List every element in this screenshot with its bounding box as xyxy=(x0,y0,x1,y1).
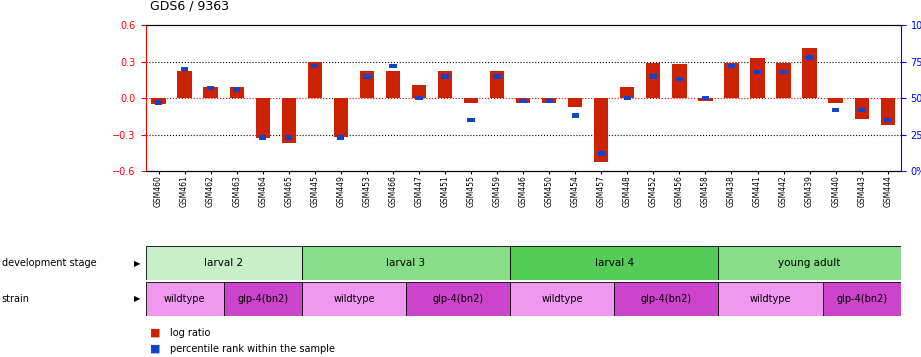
Bar xyxy=(412,85,426,98)
Text: glp-4(bn2): glp-4(bn2) xyxy=(433,294,484,304)
Bar xyxy=(728,64,735,68)
Bar xyxy=(337,135,344,140)
Bar xyxy=(155,100,162,105)
Bar xyxy=(178,71,192,98)
Bar xyxy=(624,96,631,100)
Bar xyxy=(494,74,501,79)
Text: young adult: young adult xyxy=(778,258,841,268)
Text: percentile rank within the sample: percentile rank within the sample xyxy=(170,343,335,354)
Bar xyxy=(724,63,739,98)
Text: GDS6 / 9363: GDS6 / 9363 xyxy=(150,0,229,12)
Text: development stage: development stage xyxy=(2,258,97,268)
Bar xyxy=(406,282,510,316)
Text: strain: strain xyxy=(2,294,29,304)
Bar xyxy=(855,98,869,119)
Bar xyxy=(718,246,901,280)
Bar xyxy=(333,98,348,137)
Bar xyxy=(282,98,296,143)
Bar xyxy=(754,70,761,74)
Bar xyxy=(698,98,713,101)
Bar xyxy=(390,64,397,68)
Bar xyxy=(519,99,527,104)
Bar xyxy=(302,246,510,280)
Bar xyxy=(415,96,423,100)
Bar xyxy=(647,63,660,98)
Bar xyxy=(207,86,215,90)
Bar xyxy=(510,246,718,280)
Bar xyxy=(832,107,839,112)
Bar xyxy=(858,107,866,112)
Bar xyxy=(598,151,605,156)
Bar xyxy=(441,74,449,79)
Bar xyxy=(751,58,764,98)
Text: ▶: ▶ xyxy=(134,295,140,303)
Bar xyxy=(572,114,579,118)
Text: log ratio: log ratio xyxy=(170,327,211,338)
Text: glp-4(bn2): glp-4(bn2) xyxy=(641,294,692,304)
Bar xyxy=(594,98,609,162)
Bar xyxy=(286,135,292,140)
Bar xyxy=(542,98,556,103)
Bar xyxy=(702,96,709,100)
Bar xyxy=(467,118,474,122)
Bar xyxy=(545,99,553,104)
Bar xyxy=(464,98,478,103)
Text: glp-4(bn2): glp-4(bn2) xyxy=(237,294,288,304)
Text: larval 2: larval 2 xyxy=(204,258,243,268)
Bar xyxy=(151,98,166,104)
Bar xyxy=(802,48,817,98)
Bar xyxy=(884,118,892,122)
Bar xyxy=(233,87,240,92)
Text: wildtype: wildtype xyxy=(333,294,375,304)
Bar xyxy=(181,67,188,71)
Bar xyxy=(259,135,266,140)
Bar xyxy=(829,98,843,103)
Bar xyxy=(308,62,322,98)
Bar xyxy=(386,71,400,98)
Bar xyxy=(516,98,530,103)
Bar xyxy=(363,74,370,79)
Text: glp-4(bn2): glp-4(bn2) xyxy=(836,294,887,304)
Bar xyxy=(302,282,406,316)
Bar xyxy=(311,64,319,68)
Bar xyxy=(229,87,244,98)
Bar xyxy=(437,71,452,98)
Bar xyxy=(146,246,302,280)
Bar xyxy=(490,71,504,98)
Bar xyxy=(568,98,582,107)
Bar xyxy=(224,282,302,316)
Bar xyxy=(360,71,374,98)
Bar xyxy=(255,98,270,139)
Bar xyxy=(676,77,683,81)
Bar xyxy=(880,98,895,125)
Bar xyxy=(822,282,901,316)
Text: wildtype: wildtype xyxy=(542,294,583,304)
Text: larval 4: larval 4 xyxy=(595,258,634,268)
Bar xyxy=(672,64,686,98)
Text: larval 3: larval 3 xyxy=(387,258,426,268)
Bar xyxy=(718,282,822,316)
Text: ■: ■ xyxy=(150,343,160,354)
Text: ■: ■ xyxy=(150,327,160,338)
Bar xyxy=(146,282,224,316)
Bar xyxy=(510,282,614,316)
Text: ▶: ▶ xyxy=(134,259,140,268)
Text: wildtype: wildtype xyxy=(750,294,791,304)
Bar xyxy=(620,87,635,98)
Bar xyxy=(614,282,718,316)
Bar xyxy=(780,70,787,74)
Bar xyxy=(806,55,813,60)
Bar xyxy=(649,74,657,79)
Bar xyxy=(204,87,217,98)
Text: wildtype: wildtype xyxy=(164,294,205,304)
Bar xyxy=(776,63,791,98)
